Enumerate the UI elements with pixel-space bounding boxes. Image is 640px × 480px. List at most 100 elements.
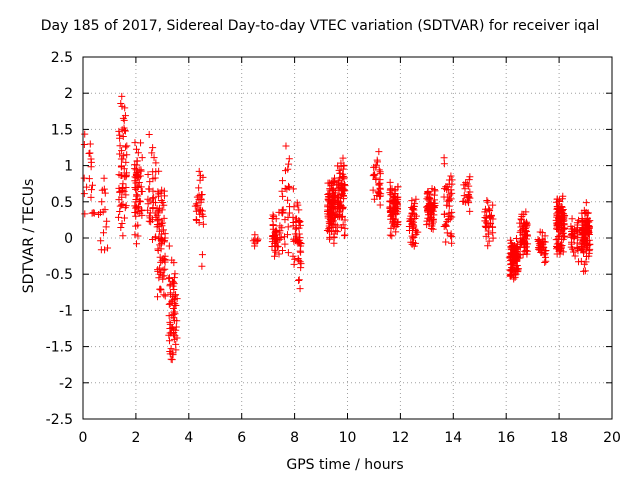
data-point <box>341 231 349 239</box>
y-tick-label: -1.5 <box>46 340 73 356</box>
data-point <box>428 222 436 230</box>
data-point <box>97 246 105 254</box>
data-point <box>424 189 432 197</box>
data-point <box>481 208 489 216</box>
data-point <box>441 221 449 229</box>
data-point <box>391 189 399 197</box>
data-point <box>121 104 129 112</box>
data-point <box>556 250 564 258</box>
data-point <box>117 172 125 180</box>
data-point <box>165 337 173 345</box>
data-point <box>133 240 141 248</box>
data-point <box>370 170 378 178</box>
data-point <box>552 236 560 244</box>
data-point <box>482 217 490 225</box>
data-point <box>327 214 335 222</box>
data-point <box>554 208 562 216</box>
data-point <box>80 190 88 198</box>
data-point <box>145 185 153 193</box>
data-point <box>374 188 382 196</box>
data-point <box>386 178 394 186</box>
data-point <box>157 285 165 293</box>
data-point <box>340 162 348 170</box>
data-point <box>144 171 152 179</box>
data-point <box>440 210 448 218</box>
data-point <box>117 163 125 171</box>
data-point <box>521 240 529 248</box>
x-tick-label: 12 <box>391 430 409 446</box>
data-point <box>249 237 257 245</box>
data-point <box>445 176 453 184</box>
data-point <box>158 230 166 238</box>
data-point <box>585 252 593 260</box>
data-point <box>87 158 95 166</box>
data-point <box>582 226 590 234</box>
data-point <box>442 238 450 246</box>
data-point <box>335 199 343 207</box>
data-point <box>536 242 544 250</box>
data-point <box>555 198 563 206</box>
y-tick-label: -2.5 <box>46 412 73 428</box>
x-tick-label: 20 <box>603 430 621 446</box>
y-tick-label: 0.5 <box>51 195 73 211</box>
data-point <box>122 143 130 151</box>
data-point <box>291 255 299 263</box>
data-point <box>423 221 431 229</box>
data-point <box>556 203 564 211</box>
y-tick-label: 2.5 <box>51 50 73 66</box>
data-point <box>371 171 379 179</box>
data-point <box>161 292 169 300</box>
data-point <box>407 212 415 220</box>
data-point <box>159 255 167 263</box>
data-point <box>519 234 527 242</box>
data-point <box>581 267 589 275</box>
data-point <box>254 235 262 243</box>
data-point <box>132 145 140 153</box>
data-point <box>173 317 181 325</box>
data-point <box>168 324 176 332</box>
data-point <box>196 210 204 218</box>
data-point <box>136 172 144 180</box>
data-point <box>81 210 89 218</box>
data-point <box>336 174 344 182</box>
data-point <box>138 154 146 162</box>
data-point <box>567 231 575 239</box>
data-point <box>328 179 336 187</box>
axis-ticks <box>82 56 613 420</box>
data-point <box>134 232 142 240</box>
data-point <box>289 213 297 221</box>
data-point <box>578 246 586 254</box>
x-tick-label: 8 <box>290 430 299 446</box>
data-point <box>155 167 163 175</box>
data-point <box>484 242 492 250</box>
data-point <box>376 170 384 178</box>
x-tick-label: 2 <box>131 430 140 446</box>
data-point <box>168 256 176 264</box>
data-point <box>560 220 568 228</box>
data-point <box>284 182 292 190</box>
data-point <box>375 166 383 174</box>
data-point <box>372 174 380 182</box>
data-point <box>80 140 88 148</box>
data-point <box>134 208 142 216</box>
data-point <box>118 219 126 227</box>
data-point <box>485 207 493 215</box>
data-point <box>523 218 531 226</box>
data-point <box>389 200 397 208</box>
data-point <box>155 274 163 282</box>
data-point <box>160 187 168 195</box>
data-point <box>166 318 174 326</box>
data-point <box>443 183 451 191</box>
data-point <box>155 216 163 224</box>
data-point <box>159 272 167 280</box>
data-point <box>149 175 157 183</box>
data-point <box>442 222 450 230</box>
data-point <box>137 139 145 147</box>
data-point <box>556 213 564 221</box>
data-point <box>485 205 493 213</box>
x-tick-label: 16 <box>497 430 515 446</box>
data-point <box>337 179 345 187</box>
data-point <box>88 186 96 194</box>
data-point <box>131 177 139 185</box>
